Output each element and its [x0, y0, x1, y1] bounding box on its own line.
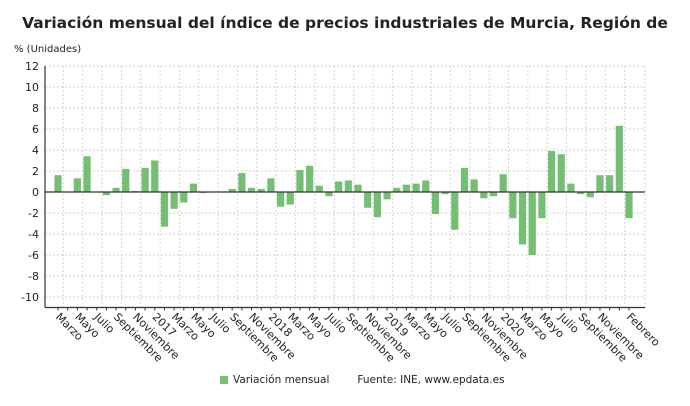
bar: [151, 160, 159, 192]
bar: [122, 168, 130, 192]
bar: [557, 154, 565, 192]
bar: [267, 178, 275, 192]
bar: [480, 192, 488, 199]
bar: [567, 183, 575, 192]
bar: [54, 175, 62, 192]
bar: [451, 192, 459, 230]
bar: [112, 187, 120, 192]
bar: [412, 183, 420, 192]
bar: [499, 174, 507, 192]
bar: [238, 173, 246, 192]
bar: [286, 192, 294, 205]
y-tick-label: 10: [25, 81, 39, 94]
bar: [615, 125, 623, 192]
bar: [547, 151, 556, 192]
chart-title: Variación mensual del índice de precios …: [22, 14, 668, 32]
bar: [596, 175, 604, 192]
y-tick-label: 8: [32, 102, 39, 115]
bar: [393, 187, 401, 192]
bar: [528, 192, 536, 255]
bar: [489, 192, 498, 197]
bar: [189, 183, 198, 192]
bar: [509, 192, 517, 219]
bar: [170, 192, 178, 209]
bar: [577, 192, 585, 195]
bar: [470, 179, 478, 192]
bar: [625, 192, 633, 219]
y-tick-label: 4: [32, 144, 39, 157]
bar: [441, 192, 449, 195]
legend-swatch: [220, 376, 228, 384]
y-tick-label: -10: [21, 291, 39, 304]
legend-label: Variación mensual: [233, 374, 330, 386]
legend: Variación mensual Fuente: INE, www.epdat…: [220, 374, 505, 386]
bar: [141, 167, 149, 192]
source-text: Fuente: INE, www.epdata.es: [357, 374, 505, 386]
bar: [296, 169, 304, 192]
y-tick-label: 12: [25, 60, 39, 73]
bar: [335, 181, 343, 192]
bar: [180, 192, 188, 203]
bar: [306, 165, 314, 192]
bar: [276, 192, 285, 207]
bar: [431, 192, 440, 215]
bar: [160, 192, 169, 227]
bar: [102, 192, 110, 196]
bar: [247, 187, 256, 192]
y-tick-label: 2: [32, 165, 39, 178]
bar: [422, 180, 430, 192]
bar: [325, 192, 333, 197]
y-tick-label: 0: [32, 186, 39, 199]
y-tick-label: -4: [28, 228, 39, 241]
bar: [257, 188, 265, 192]
y-tick-label: -8: [28, 270, 39, 283]
bar: [344, 180, 352, 192]
y-tick-label: -6: [28, 249, 39, 262]
bar: [586, 192, 594, 198]
y-axis-label: % (Unidades): [14, 44, 82, 55]
y-tick-label: -2: [28, 207, 39, 220]
bar: [383, 192, 391, 200]
bar: [402, 184, 411, 192]
bar: [538, 192, 546, 219]
bar: [518, 192, 527, 245]
bar: [606, 175, 614, 192]
bar: [228, 188, 236, 192]
y-tick-label: 6: [32, 123, 39, 136]
bar: [354, 184, 362, 192]
bar: [83, 156, 91, 192]
bar: [73, 178, 81, 192]
bar: [315, 185, 323, 192]
bar: [364, 192, 372, 208]
bar: [460, 167, 469, 192]
bar: [373, 192, 381, 218]
